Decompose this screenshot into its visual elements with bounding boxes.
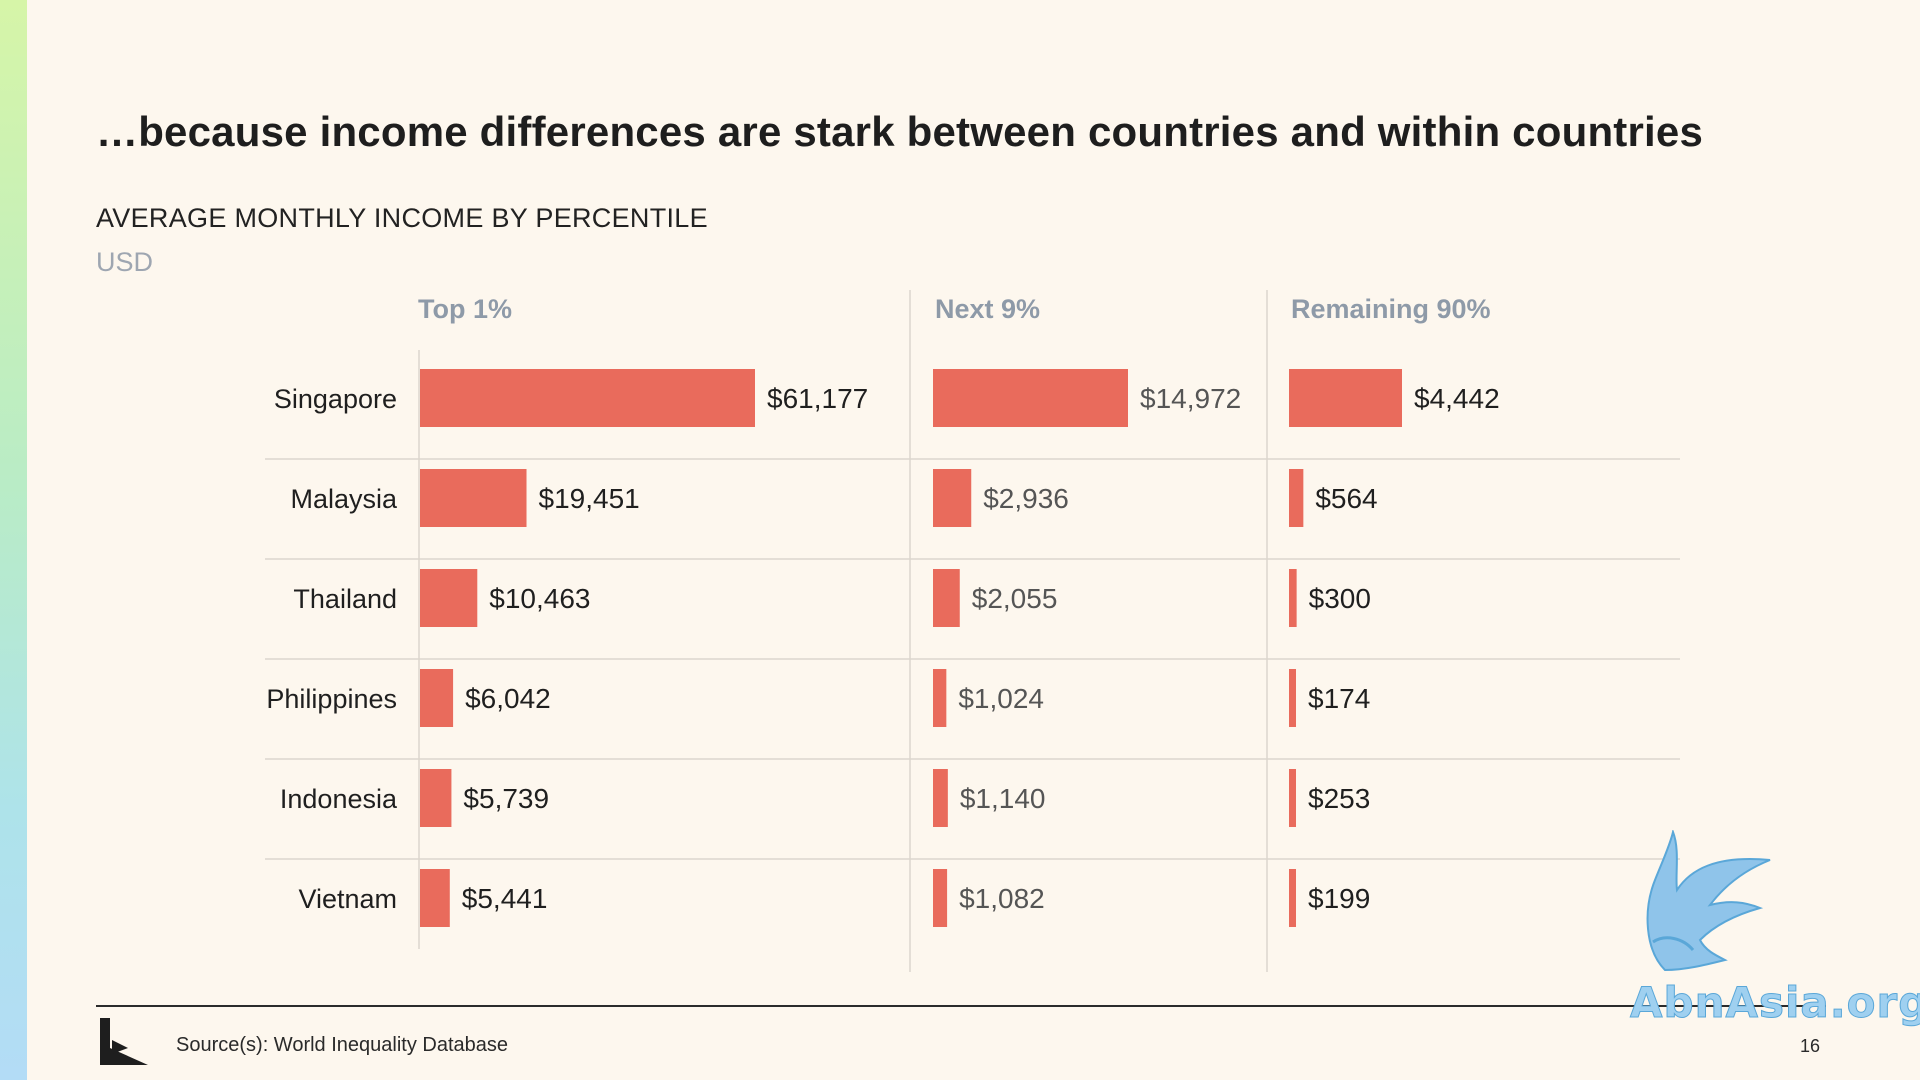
data-label: $5,441 bbox=[462, 883, 548, 914]
data-label: $1,140 bbox=[960, 783, 1046, 814]
side-gradient-strip bbox=[0, 0, 27, 1080]
bar bbox=[1289, 769, 1296, 827]
country-label: Indonesia bbox=[280, 784, 398, 814]
chart-unit: USD bbox=[96, 247, 154, 277]
panel-title: Remaining 90% bbox=[1291, 294, 1491, 324]
bar bbox=[1289, 469, 1304, 527]
data-label: $14,972 bbox=[1140, 383, 1241, 414]
data-label: $19,451 bbox=[539, 483, 640, 514]
chart-title: AVERAGE MONTHLY INCOME BY PERCENTILE bbox=[96, 203, 708, 233]
watermark-text: AbnAsia.org bbox=[1629, 978, 1920, 1028]
company-logo-icon bbox=[100, 1018, 148, 1065]
bar bbox=[420, 769, 452, 827]
country-label: Thailand bbox=[293, 584, 397, 614]
bar bbox=[420, 669, 454, 727]
data-label: $564 bbox=[1315, 483, 1377, 514]
data-label: $199 bbox=[1308, 883, 1370, 914]
bar bbox=[420, 369, 755, 427]
bar bbox=[933, 369, 1128, 427]
watermark: AbnAsia.org bbox=[1629, 830, 1920, 1030]
footer-divider bbox=[96, 1005, 1826, 1007]
page-number: 16 bbox=[1800, 1036, 1821, 1056]
data-label: $1,024 bbox=[958, 683, 1044, 714]
bar bbox=[420, 869, 450, 927]
bar bbox=[1289, 669, 1296, 727]
country-label: Malaysia bbox=[290, 484, 398, 514]
country-label: Singapore bbox=[274, 384, 397, 414]
data-label: $6,042 bbox=[465, 683, 551, 714]
data-label: $5,739 bbox=[463, 783, 549, 814]
bar bbox=[420, 469, 527, 527]
bar bbox=[1289, 369, 1402, 427]
bar bbox=[933, 469, 972, 527]
bar bbox=[1289, 569, 1297, 627]
data-label: $61,177 bbox=[767, 383, 868, 414]
bar bbox=[933, 669, 947, 727]
source-note: Source(s): World Inequality Database bbox=[176, 1034, 509, 1056]
country-label: Philippines bbox=[266, 684, 397, 714]
bar bbox=[1289, 869, 1296, 927]
bar bbox=[420, 569, 478, 627]
panel-title: Top 1% bbox=[418, 294, 512, 324]
income-bar-chart: Singapore Malaysia Thailand Philippines Indo… bbox=[265, 290, 1680, 972]
panel-title: Next 9% bbox=[935, 294, 1040, 324]
data-label: $2,055 bbox=[972, 583, 1058, 614]
slide-title: …because income differences are stark be… bbox=[96, 108, 1704, 155]
data-label: $2,936 bbox=[983, 483, 1069, 514]
data-label: $4,442 bbox=[1414, 383, 1500, 414]
bar bbox=[933, 769, 948, 827]
data-label: $10,463 bbox=[489, 583, 590, 614]
bar bbox=[933, 569, 960, 627]
country-label: Vietnam bbox=[298, 884, 397, 914]
bar bbox=[933, 869, 948, 927]
data-label: $253 bbox=[1308, 783, 1370, 814]
data-label: $174 bbox=[1308, 683, 1370, 714]
data-label: $300 bbox=[1309, 583, 1371, 614]
data-label: $1,082 bbox=[959, 883, 1045, 914]
griffin-watermark-icon bbox=[1646, 830, 1771, 972]
